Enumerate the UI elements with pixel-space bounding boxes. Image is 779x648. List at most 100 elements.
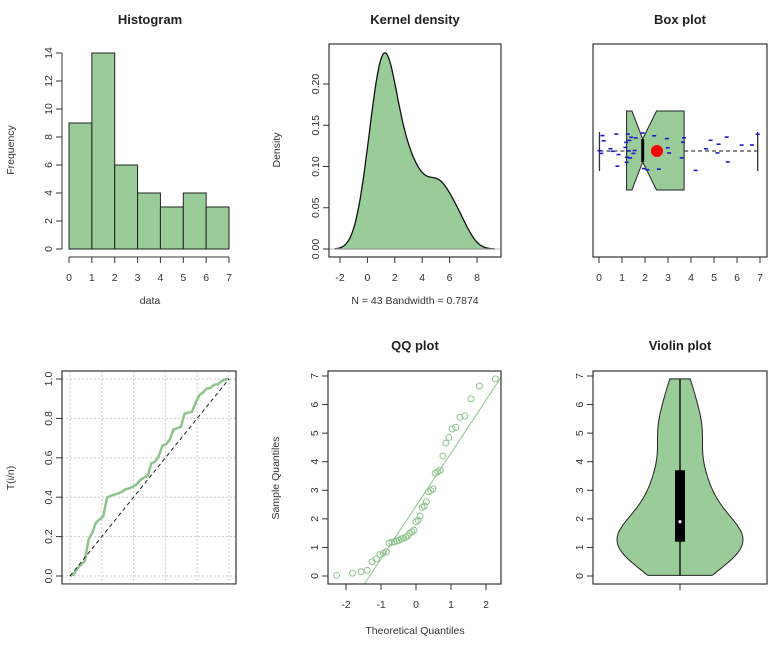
qq-point (448, 425, 456, 433)
violin-y-tick-label: 1 (574, 544, 586, 550)
histogram-bar (68, 122, 93, 250)
qq-point (422, 498, 430, 506)
histogram-x-tick-label: 6 (203, 272, 209, 284)
histogram-x-label: data (140, 295, 161, 307)
qq-x-tick-label: 0 (413, 599, 419, 611)
qq-point (416, 512, 424, 520)
histogram-x-tick-label: 3 (135, 272, 141, 284)
qq-y-tick-label: 3 (309, 487, 321, 493)
ttt-y-tick-label: 0.0 (43, 569, 55, 584)
qq-point (414, 516, 422, 524)
qq-point (420, 502, 428, 510)
ttt-frame (61, 370, 237, 585)
boxplot-mean-marker (650, 145, 663, 157)
qq-point (429, 485, 437, 493)
qq-point (427, 487, 435, 495)
violin-y-tick-label: 2 (574, 516, 586, 522)
violin-y-tick-label: 3 (574, 487, 586, 493)
density-x-tick-label: -2 (335, 272, 344, 284)
qq-x-tick-label: 1 (448, 599, 454, 611)
violin-y-tick-label: 4 (574, 459, 586, 465)
qq-point (333, 571, 341, 579)
ttt-curve (69, 377, 230, 578)
density-title: Kernel density (370, 12, 460, 27)
boxplot-title: Box plot (654, 12, 707, 27)
histogram-y-tick-label: 0 (43, 246, 55, 252)
histogram-bar (205, 206, 230, 250)
density-y-tick-label: 0.15 (310, 115, 322, 136)
qq-title: QQ plot (391, 338, 439, 353)
histogram-y-tick-label: 6 (43, 162, 55, 168)
histogram-y-tick-label: 10 (43, 103, 55, 115)
boxplot-x-tick-label: 2 (642, 272, 648, 284)
density-x-tick-label: 6 (447, 272, 453, 284)
qq-y-tick-label: 4 (309, 459, 321, 465)
density-x-tick-label: 2 (392, 272, 398, 284)
violin-y-tick-label: 6 (574, 401, 586, 407)
qq-point (349, 569, 357, 577)
qq-x-tick-label: -2 (341, 599, 350, 611)
density-plot-frame (328, 43, 502, 258)
histogram-x-tick-label: 0 (66, 272, 72, 284)
ttt-reference-diagonal (69, 378, 230, 577)
ttt-y-tick-label: 0.2 (43, 529, 55, 544)
qq-point (368, 558, 376, 566)
boxplot-x-tick-label: 1 (619, 272, 625, 284)
boxplot-x-tick-label: 0 (596, 272, 602, 284)
ttt-y-tick-label: 0.8 (43, 411, 55, 426)
qq-y-tick-label: 5 (309, 430, 321, 436)
qq-point (357, 568, 365, 576)
ttt-y-tick-label: 1.0 (43, 372, 55, 387)
histogram-bar (159, 206, 184, 250)
histogram-y-tick-label: 4 (43, 190, 55, 196)
qq-point (372, 555, 380, 563)
qq-point (491, 375, 499, 383)
ttt-y-tick-label: 0.6 (43, 450, 55, 465)
histogram-bar (91, 52, 116, 250)
violin-median-dot (678, 520, 682, 524)
density-y-tick-label: 0.20 (310, 74, 322, 95)
histogram-x-tick-label: 1 (89, 272, 95, 284)
qq-y-tick-label: 6 (309, 401, 321, 407)
qq-x-tick-label: 2 (483, 599, 489, 611)
histogram-y-tick-label: 12 (43, 75, 55, 87)
qq-y-tick-label: 2 (309, 516, 321, 522)
violin-y-tick-label: 7 (574, 373, 586, 379)
violin-title: Violin plot (649, 338, 712, 353)
density-y-tick-label: 0.00 (310, 239, 322, 260)
boxplot-x-tick-label: 4 (688, 272, 694, 284)
boxplot-x-tick-label: 5 (711, 272, 717, 284)
qq-point (410, 526, 418, 534)
qq-y-label: Sample Quantiles (270, 437, 282, 520)
qq-point (402, 533, 410, 541)
histogram-bar (182, 192, 207, 250)
density-x-tick-label: 8 (474, 272, 480, 284)
qq-point (412, 518, 420, 526)
histogram-bar (114, 164, 139, 250)
qq-clip-mask (0, 584, 779, 648)
density-x-label: N = 43 Bandwidth = 0.7874 (351, 295, 478, 307)
qq-point (467, 395, 475, 403)
qq-point (439, 452, 447, 460)
histogram-title: Histogram (118, 12, 182, 27)
histogram-x-tick-label: 7 (226, 272, 232, 284)
qq-point (436, 466, 444, 474)
qq-reference-line (362, 375, 503, 587)
qq-y-tick-label: 1 (309, 544, 321, 550)
histogram-y-tick-label: 2 (43, 218, 55, 224)
qq-point (376, 551, 384, 559)
qq-y-tick-label: 7 (309, 373, 321, 379)
density-y-tick-label: 0.10 (310, 156, 322, 177)
boxplot-x-tick-label: 3 (665, 272, 671, 284)
histogram-x-tick-label: 5 (180, 272, 186, 284)
violin-y-tick-label: 5 (574, 430, 586, 436)
violin-iqr-box (675, 470, 685, 542)
qq-point (418, 503, 426, 511)
density-x-tick-label: 0 (364, 272, 370, 284)
density-x-tick-label: 4 (419, 272, 425, 284)
ttt-y-tick-label: 0.4 (43, 490, 55, 505)
density-y-tick-label: 0.05 (310, 197, 322, 218)
density-curve-area (334, 52, 495, 250)
qq-x-label: Theoretical Quantiles (365, 625, 464, 637)
